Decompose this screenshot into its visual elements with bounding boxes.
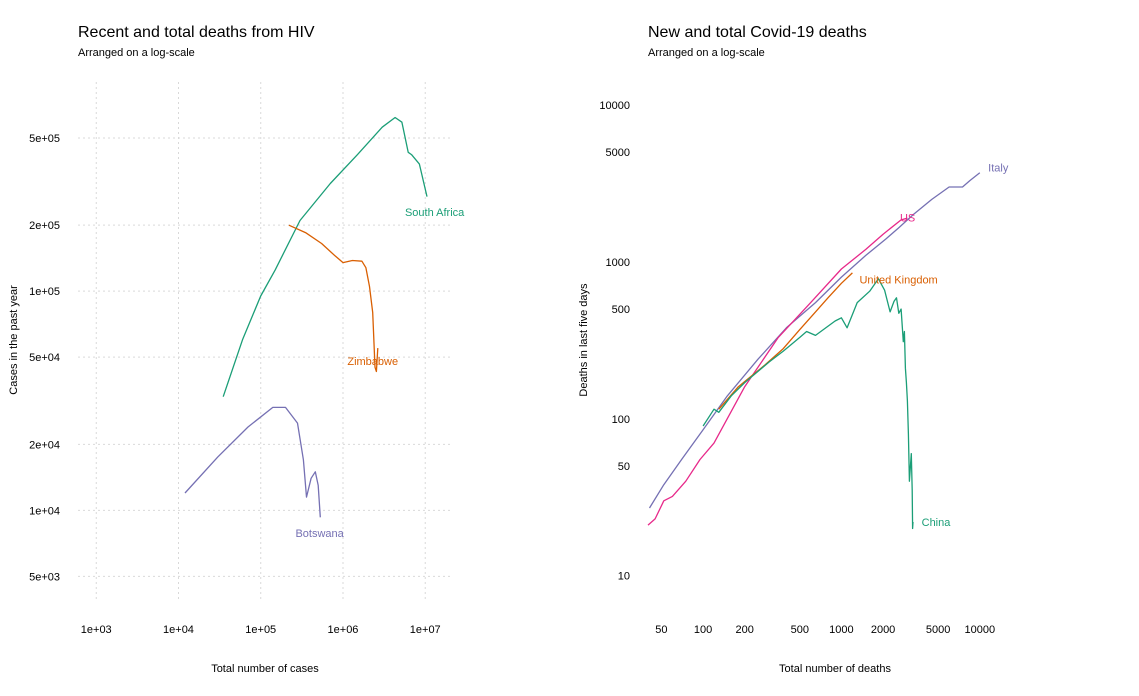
y-axis-label: Deaths in last five days — [578, 283, 590, 397]
tick-labels: 50 100 200 500 1000 2000 5000 10000 10 50 100 500 10… — [599, 100, 995, 636]
chart-title: New and total Covid-19 deaths — [648, 24, 867, 41]
y-tick-label: 5e+04 — [29, 352, 60, 364]
x-tick-label: 1e+06 — [328, 624, 359, 636]
y-tick-label: 1000 — [606, 257, 630, 269]
series-line-china — [702, 278, 914, 530]
x-axis-label: Total number of deaths — [779, 663, 891, 675]
y-tick-label: 500 — [612, 304, 630, 316]
x-tick-label: 100 — [694, 624, 712, 636]
series-line-zimbabwe — [288, 224, 379, 373]
y-axis-label: Cases in the past year — [8, 285, 20, 395]
series-line-botswana — [184, 406, 321, 518]
x-tick-label: 2000 — [871, 624, 895, 636]
y-tick-label: 2e+05 — [29, 220, 60, 232]
y-tick-label: 1e+05 — [29, 286, 60, 298]
x-tick-label: 10000 — [964, 624, 995, 636]
x-tick-label: 500 — [791, 624, 809, 636]
series-line-united-kingdom — [718, 272, 853, 410]
series-label-zimbabwe: Zimbabwe — [347, 356, 398, 368]
x-tick-label: 1e+04 — [163, 624, 194, 636]
y-tick-label: 5000 — [606, 147, 630, 159]
chart-subtitle: Arranged on a log-scale — [78, 47, 195, 59]
series-lines — [647, 172, 981, 530]
series-line-us — [647, 217, 908, 526]
y-tick-label: 5e+03 — [29, 571, 60, 583]
series-lines — [184, 116, 428, 518]
series-label-italy: Italy — [988, 162, 1009, 174]
x-tick-label: 1e+07 — [410, 624, 441, 636]
y-tick-label: 50 — [618, 461, 630, 473]
series-label-us: US — [900, 212, 915, 224]
chart-panel-hiv: Recent and total deaths from HIV Arrange… — [8, 24, 465, 675]
series-label-china: China — [922, 517, 952, 529]
series-label-united-kingdom: United Kingdom — [859, 275, 937, 287]
y-tick-label: 100 — [612, 414, 630, 426]
gridlines — [78, 82, 450, 600]
y-tick-label: 2e+04 — [29, 439, 60, 451]
y-tick-label: 10 — [618, 571, 630, 583]
series-labels: Italy US United Kingdom China — [859, 162, 1008, 529]
series-line-south-africa — [222, 116, 428, 397]
x-tick-label: 5000 — [926, 624, 950, 636]
x-tick-label: 1e+03 — [81, 624, 112, 636]
tick-labels: 1e+03 1e+04 1e+05 1e+06 1e+07 5e+03 1e+04 2e+04… — [29, 133, 441, 636]
y-tick-label: 10000 — [599, 100, 630, 112]
series-line-italy — [648, 172, 981, 509]
x-tick-label: 1000 — [829, 624, 853, 636]
x-tick-label: 200 — [736, 624, 754, 636]
series-label-south-africa: South Africa — [405, 207, 465, 219]
series-label-botswana: Botswana — [295, 528, 344, 540]
y-tick-label: 5e+05 — [29, 133, 60, 145]
x-tick-label: 1e+05 — [245, 624, 276, 636]
x-tick-label: 50 — [655, 624, 667, 636]
chart-panel-covid: New and total Covid-19 deaths Arranged o… — [578, 24, 1009, 675]
chart-title: Recent and total deaths from HIV — [78, 24, 315, 41]
chart-subtitle: Arranged on a log-scale — [648, 47, 765, 59]
x-axis-label: Total number of cases — [211, 663, 319, 675]
y-tick-label: 1e+04 — [29, 505, 60, 517]
series-labels: South Africa Zimbabwe Botswana — [295, 207, 465, 540]
